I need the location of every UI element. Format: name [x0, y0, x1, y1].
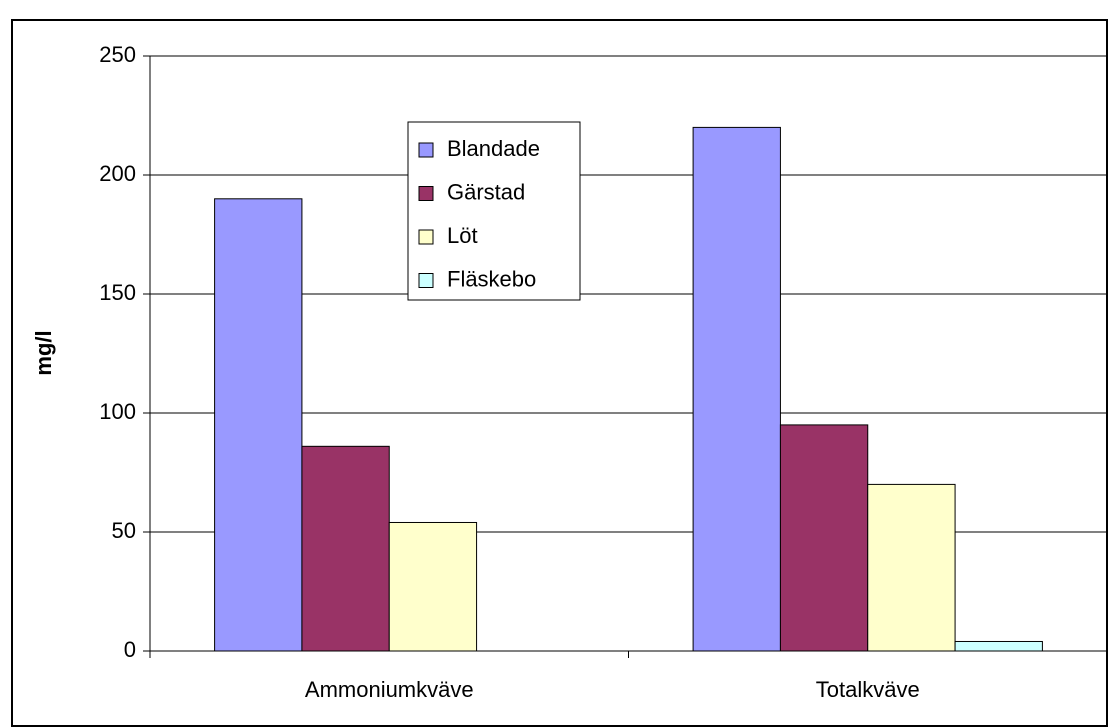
bar [692, 126, 781, 652]
x-tick-label: Ammoniumkväve [305, 677, 474, 702]
bar [867, 483, 956, 652]
y-axis-label: mg/l [31, 330, 56, 375]
x-tick-label: Totalkväve [816, 677, 920, 702]
legend-swatch [418, 229, 434, 245]
legend-box [407, 121, 581, 301]
legend-label: Fläskebo [447, 266, 536, 291]
legend-label: Blandade [447, 136, 540, 161]
bar [388, 521, 478, 652]
legend-label: Gärstad [447, 179, 525, 204]
bar [301, 445, 390, 652]
legend-label: Löt [447, 223, 478, 248]
bar [214, 198, 303, 652]
legend-swatch [418, 273, 434, 288]
y-tick-label: 100 [99, 399, 136, 424]
y-tick-label: 250 [99, 42, 136, 67]
bar [779, 424, 869, 652]
y-tick-label: 200 [99, 161, 136, 186]
y-tick-label: 50 [112, 518, 136, 543]
bar [954, 640, 1043, 652]
y-tick-label: 0 [124, 637, 136, 662]
legend-swatch [418, 186, 434, 201]
y-tick-label: 150 [99, 280, 136, 305]
legend-swatch [418, 142, 434, 158]
